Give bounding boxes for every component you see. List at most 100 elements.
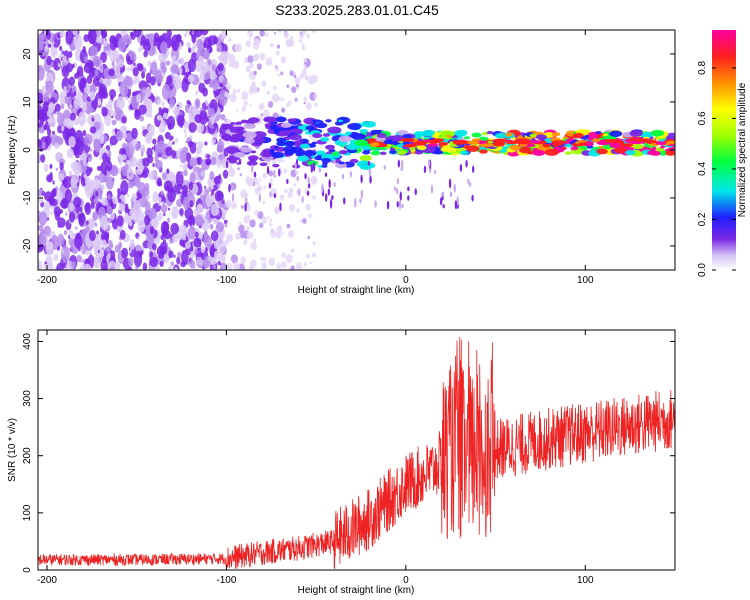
noise-blob (114, 128, 118, 133)
signal-blob (416, 145, 427, 151)
noise-blob (369, 175, 372, 184)
noise-blob (62, 55, 67, 63)
signal-blob (338, 119, 344, 123)
noise-blob (203, 49, 210, 60)
spectrogram-marks (38, 30, 675, 270)
noise-blob (139, 115, 145, 122)
noise-blob (147, 60, 152, 67)
signal-blob (471, 132, 482, 138)
noise-blob (95, 36, 102, 44)
noise-blob (41, 49, 44, 54)
noise-blob (395, 188, 399, 195)
noise-blob (205, 158, 212, 166)
noise-blob (266, 90, 270, 95)
signal-blob (544, 148, 559, 156)
noise-blob (231, 201, 237, 210)
noise-blob (396, 201, 399, 208)
signal-peak (592, 138, 601, 143)
signal-blob (250, 150, 257, 154)
noise-blob (176, 256, 181, 265)
noise-blob (210, 230, 219, 242)
noise-blob (207, 107, 215, 118)
noise-blob (182, 163, 188, 171)
noise-blob (84, 258, 89, 264)
noise-blob (218, 138, 222, 143)
colorbar-tick-label: 0.8 (697, 61, 708, 75)
noise-blob (106, 205, 113, 215)
noise-blob (453, 183, 456, 193)
noise-blob (55, 167, 59, 171)
noise-blob (273, 193, 277, 199)
noise-blob (128, 266, 133, 270)
noise-blob (151, 243, 157, 251)
noise-blob (160, 234, 165, 241)
noise-blob (196, 38, 203, 51)
noise-blob (252, 181, 256, 187)
noise-blob (40, 33, 47, 41)
noise-blob (177, 251, 182, 258)
noise-blob (238, 263, 245, 270)
noise-blob (127, 180, 135, 189)
noise-blob (61, 50, 65, 55)
noise-blob (184, 180, 187, 184)
noise-blob (83, 133, 93, 146)
noise-blob (200, 245, 206, 254)
noise-blob (158, 53, 167, 63)
noise-blob (184, 241, 191, 249)
noise-blob (260, 113, 264, 117)
noise-blob (197, 141, 204, 149)
noise-blob (118, 203, 125, 212)
noise-blob (279, 202, 282, 212)
noise-blob (281, 97, 284, 102)
noise-blob (239, 173, 242, 177)
noise-blob (333, 181, 336, 188)
noise-blob (268, 257, 276, 267)
noise-blob (189, 200, 194, 208)
noise-blob (216, 159, 222, 169)
noise-blob (211, 70, 214, 75)
noise-blob (288, 100, 292, 105)
noise-blob (141, 34, 146, 45)
noise-blob (433, 170, 437, 175)
noise-blob (100, 30, 104, 36)
noise-blob (309, 261, 312, 265)
noise-blob (143, 214, 151, 226)
noise-blob (258, 102, 265, 111)
noise-blob (228, 183, 231, 193)
noise-blob (304, 74, 309, 81)
signal-peak (412, 140, 428, 145)
noise-blob (56, 190, 64, 202)
noise-blob (62, 179, 68, 187)
noise-blob (305, 102, 312, 111)
noise-blob (253, 37, 260, 46)
noise-blob (108, 217, 112, 224)
noise-blob (161, 153, 165, 158)
noise-blob (401, 159, 404, 169)
noise-blob (90, 202, 95, 209)
noise-blob (261, 261, 268, 270)
snr-xtick-label: -200 (37, 575, 57, 586)
noise-blob (77, 213, 82, 221)
signal-blob (354, 139, 369, 147)
noise-blob (273, 31, 276, 35)
signal-blob (315, 122, 328, 129)
noise-blob (91, 222, 95, 226)
noise-blob (109, 49, 117, 62)
signal-blob (345, 143, 359, 151)
signal-blob (564, 143, 573, 148)
noise-blob (126, 67, 131, 72)
noise-blob (189, 259, 196, 269)
signal-blob (657, 150, 669, 156)
noise-blob (76, 140, 84, 156)
noise-blob (266, 165, 270, 175)
signal-blob (271, 151, 284, 159)
noise-blob (99, 156, 103, 161)
signal-blob (247, 117, 260, 124)
noise-blob (92, 55, 101, 68)
noise-blob (116, 215, 124, 227)
noise-blob (132, 67, 139, 77)
noise-blob (285, 254, 293, 264)
noise-blob (133, 199, 142, 215)
signal-blob (244, 123, 256, 129)
signal-peak (400, 138, 415, 142)
